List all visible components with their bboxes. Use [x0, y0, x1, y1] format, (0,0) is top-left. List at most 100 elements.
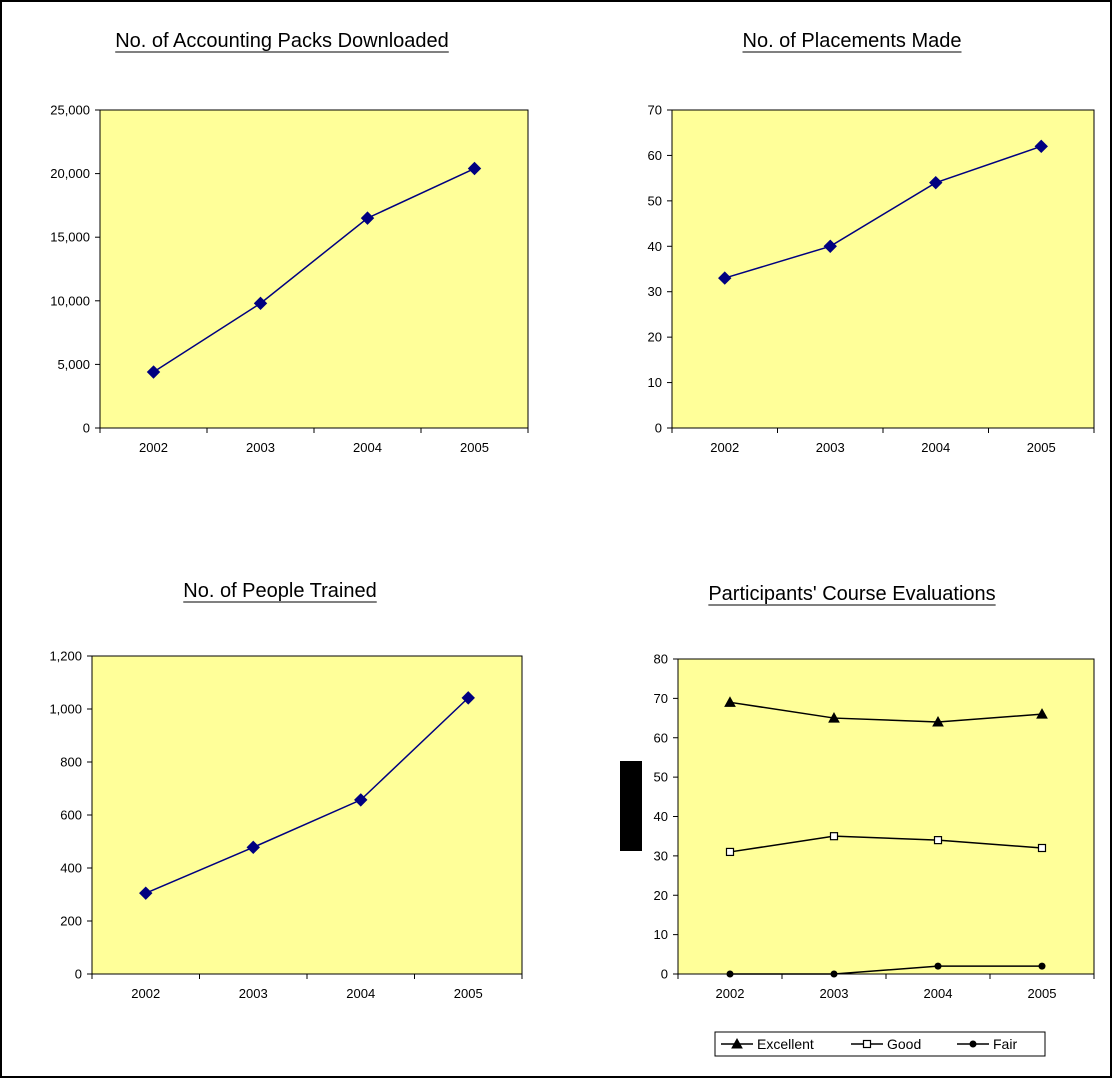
y-tick-label: 30 [654, 848, 668, 863]
series-line [729, 835, 1043, 853]
y-tick-label: 0 [655, 421, 662, 436]
y-tick-label: 0 [75, 967, 82, 982]
y-tick-label: 30 [648, 284, 662, 299]
plot-area: 0 200 400 600 800 1,000 1,200 2002 2003 2004 2005 [49, 649, 523, 1001]
plot-background [677, 658, 1095, 975]
x-tick-label: 2005 [1028, 986, 1057, 1001]
x-tick-label: 2002 [710, 440, 739, 455]
y-tick-label: 60 [648, 148, 662, 163]
data-point-marker [932, 715, 944, 727]
y-tick-label: 70 [648, 103, 662, 118]
series-line [729, 701, 1043, 723]
y-tick-label: 400 [60, 861, 82, 876]
y-tick-label: 70 [654, 691, 668, 706]
data-point-marker [146, 365, 161, 379]
x-tick-label: 2003 [816, 440, 845, 455]
y-tick-label: 1,200 [49, 649, 82, 664]
y-tick-label: 80 [654, 652, 668, 667]
x-tick-label: 2003 [239, 986, 268, 1001]
plot-background [99, 109, 529, 429]
x-tick-label: 2002 [716, 986, 745, 1001]
series-line [145, 697, 469, 894]
y-tick-label: 10 [648, 375, 662, 390]
chart-placements: No. of Placements Made 0 10 20 30 40 50 60 70 20… [648, 30, 1095, 455]
y-tick-label: 60 [654, 730, 668, 745]
legend-label: Fair [993, 1036, 1017, 1052]
chart-course-evaluations: Participants' Course Evaluations 0 10 20 30… [620, 583, 1095, 1057]
chart-title: No. of Placements Made [743, 30, 962, 52]
series-line [730, 965, 1042, 975]
data-point-marker [829, 832, 839, 841]
chart-accounting-packs: No. of Accounting Packs Downloaded 0 5,00… [50, 30, 529, 455]
y-tick-label: 20 [654, 888, 668, 903]
plot-background [671, 109, 1095, 429]
data-point-marker [823, 239, 837, 253]
data-point-marker [933, 836, 943, 845]
data-point-marker [726, 970, 734, 978]
x-tick-label: 2005 [460, 440, 489, 455]
y-tick-label: 15,000 [50, 230, 90, 245]
data-point-marker [467, 161, 482, 176]
x-tick-label: 2002 [139, 440, 168, 455]
y-tick-label: 25,000 [50, 103, 90, 118]
x-tick-label: 2004 [921, 440, 950, 455]
y-tick-label: 10,000 [50, 293, 90, 308]
y-tick-label: 600 [60, 808, 82, 823]
chart-title: No. of People Trained [183, 580, 376, 602]
series-line [724, 145, 1042, 279]
y-tick-label: 0 [661, 967, 668, 982]
y-tick-label: 20 [648, 330, 662, 345]
y-tick-label: 50 [654, 770, 668, 785]
data-point-marker [830, 970, 838, 978]
y-tick-label: 40 [654, 809, 668, 824]
legend: Excellent Good Fair [714, 1031, 1046, 1057]
data-point-marker [246, 840, 260, 855]
y-tick-label: 1,000 [49, 702, 82, 717]
data-point-marker [1036, 708, 1048, 719]
data-point-marker [724, 696, 736, 707]
x-tick-label: 2004 [346, 986, 375, 1001]
plot-area: 0 10 20 30 40 50 60 70 2002 2003 2004 2005 [648, 103, 1095, 455]
data-point-marker [360, 211, 375, 225]
data-point-marker [718, 271, 732, 285]
plot-area: 0 10 20 30 40 50 60 70 80 2002 2003 2004 2005 [654, 652, 1095, 1001]
x-tick-label: 2005 [1027, 440, 1056, 455]
data-point-marker [862, 1039, 872, 1049]
plot-background [91, 655, 523, 975]
series-line [153, 167, 475, 373]
x-tick-label: 2002 [131, 986, 160, 1001]
data-point-marker [969, 1040, 977, 1048]
data-point-marker [731, 1037, 743, 1049]
data-point-marker [461, 691, 475, 705]
y-tick-label: 5,000 [57, 357, 90, 372]
y-tick-label: 0 [83, 421, 90, 436]
plot-area: 0 5,000 10,000 15,000 20,000 25,000 2002 2003 20… [50, 103, 529, 455]
data-point-marker [253, 296, 268, 311]
x-tick-label: 2004 [353, 440, 382, 455]
legend-label: Good [887, 1036, 921, 1052]
data-point-marker [139, 886, 153, 900]
x-tick-label: 2003 [820, 986, 849, 1001]
legend-item: Excellent [721, 1036, 814, 1052]
data-point-marker [1038, 962, 1046, 970]
y-tick-label: 40 [648, 239, 662, 254]
y-tick-label: 10 [654, 927, 668, 942]
data-point-marker [934, 962, 942, 970]
chart-title: Participants' Course Evaluations [708, 583, 995, 605]
redaction-block [620, 761, 642, 851]
x-tick-label: 2003 [246, 440, 275, 455]
data-point-marker [1037, 843, 1047, 853]
data-point-marker [828, 712, 840, 723]
legend-item: Fair [957, 1036, 1017, 1052]
data-point-marker [725, 847, 735, 857]
data-point-marker [354, 793, 368, 807]
data-point-marker [929, 175, 943, 190]
legend-label: Excellent [757, 1036, 814, 1052]
y-tick-label: 200 [60, 914, 82, 929]
chart-people-trained: No. of People Trained 0 200 400 600 800 1,000… [49, 580, 523, 1001]
legend-item: Good [851, 1036, 921, 1052]
y-tick-label: 50 [648, 193, 662, 208]
x-tick-label: 2004 [924, 986, 953, 1001]
data-point-marker [1034, 139, 1048, 154]
